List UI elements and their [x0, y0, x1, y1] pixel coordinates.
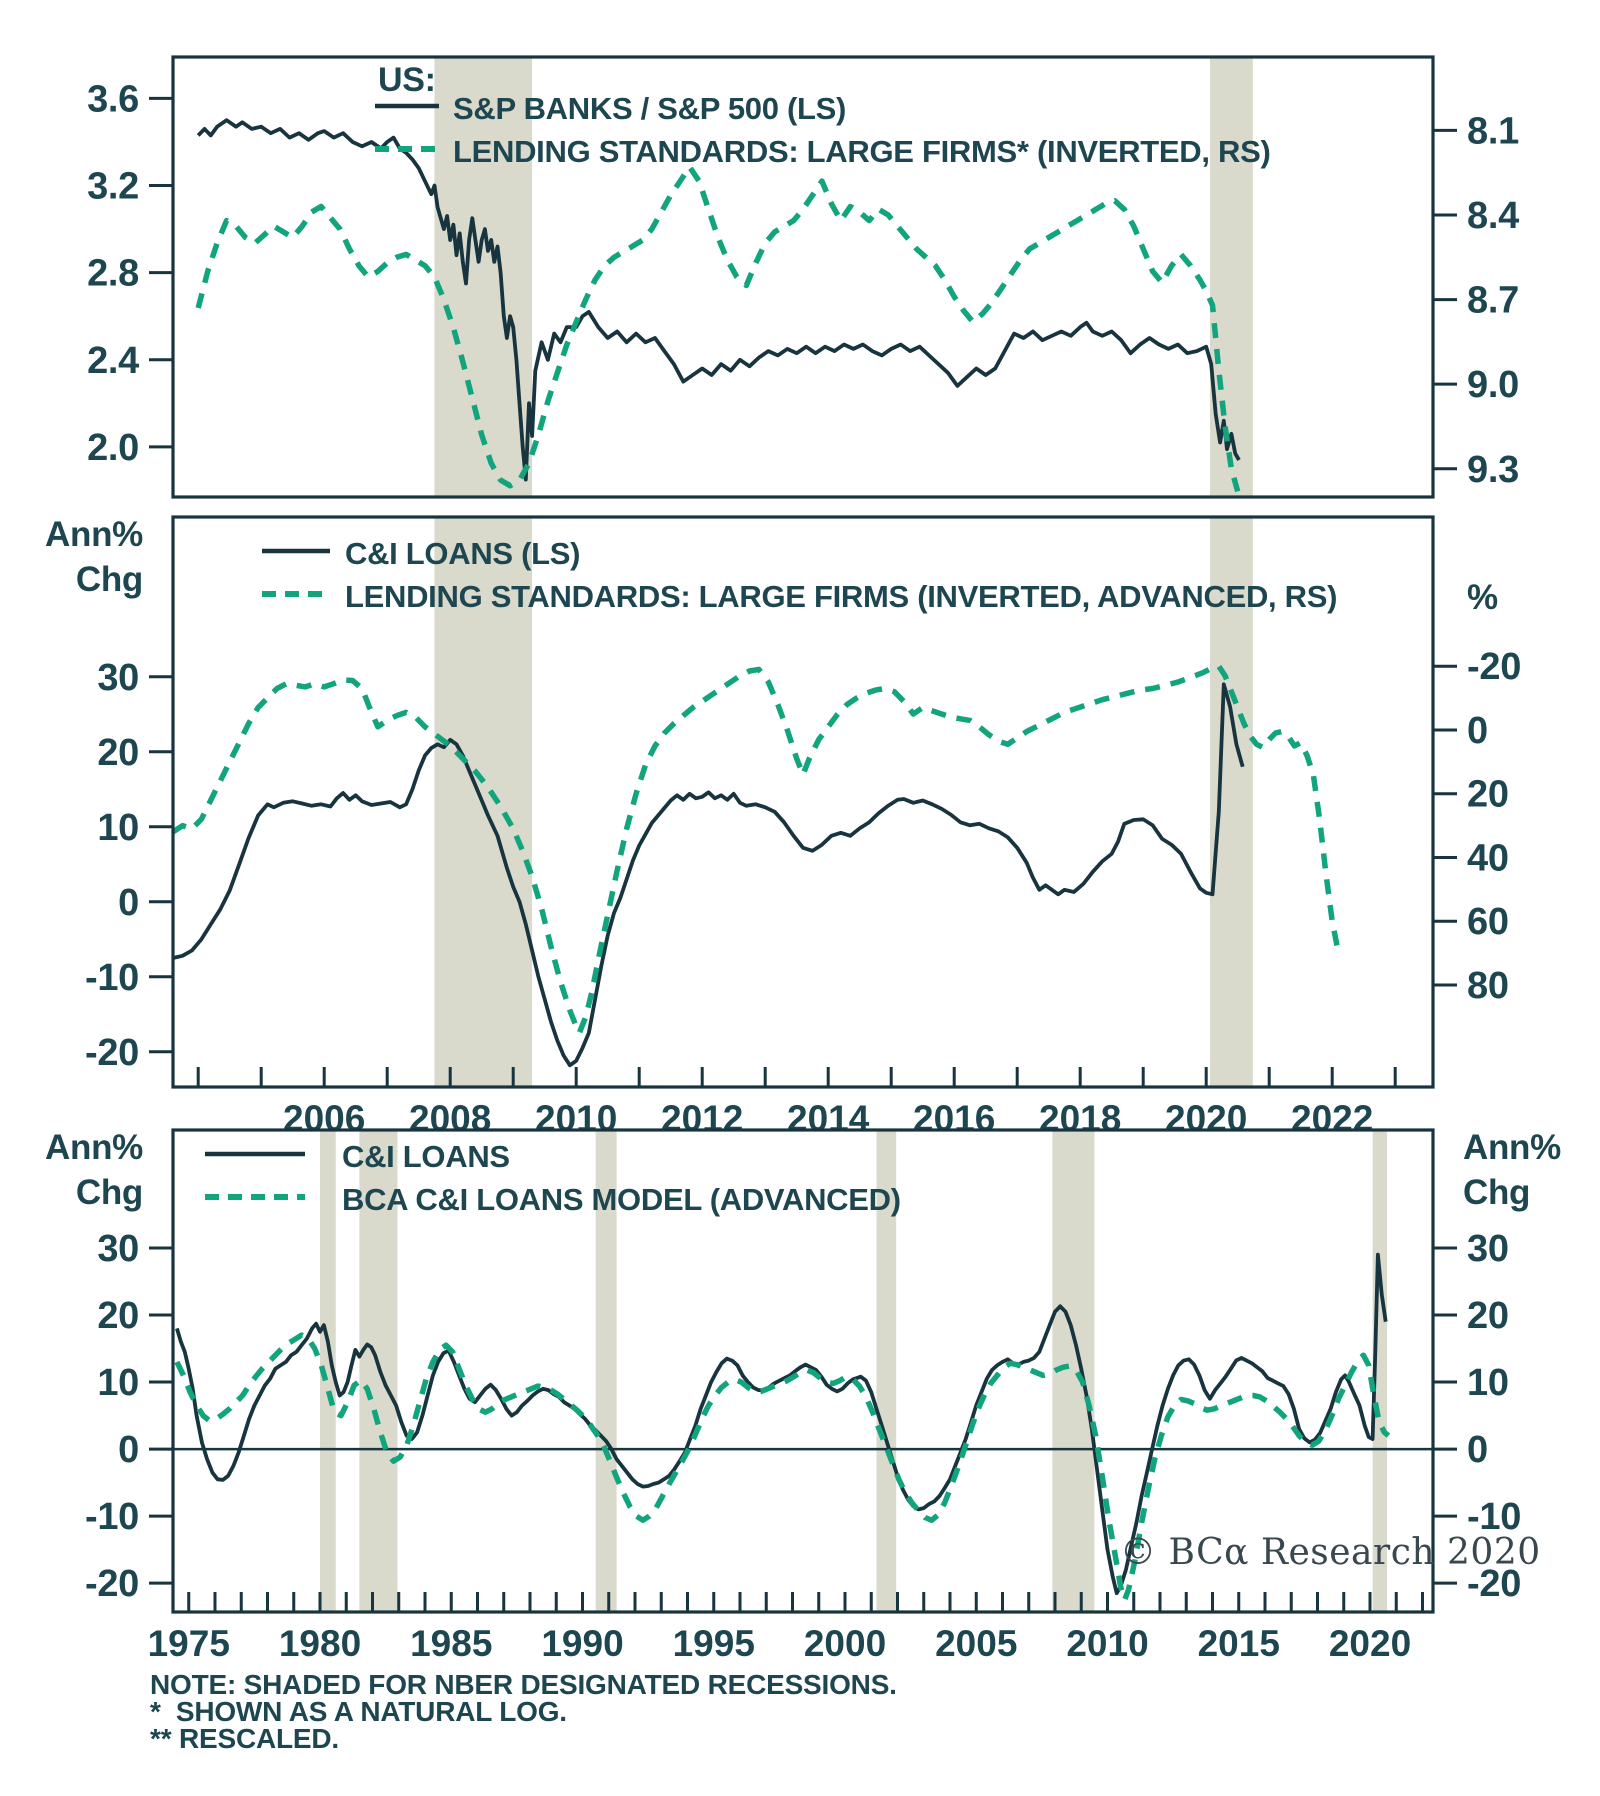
left-axis-tick-label: 2.4	[87, 340, 139, 382]
x-axis-year-label: 2016	[913, 1098, 995, 1139]
series-sp-banks-sp500-ratio	[196, 118, 1241, 482]
recession-band	[434, 57, 533, 497]
footnote-note: NOTE: SHADED FOR NBER DESIGNATED RECESSI…	[150, 1669, 897, 1700]
legend-label: C&I LOANS (LS)	[345, 536, 580, 571]
series-ci-loans	[175, 1252, 1388, 1596]
right-axis-tick-label: 40	[1467, 837, 1509, 879]
x-axis-year-label: 2020	[1329, 1623, 1411, 1664]
left-axis-tick-label: 10	[97, 807, 139, 849]
x-axis-year-label: 2005	[935, 1623, 1017, 1664]
x-axis-year-label: 2015	[1198, 1623, 1280, 1664]
series-bca-ci-loans-model	[174, 1332, 1391, 1603]
legend-label: S&P BANKS / S&P 500 (LS)	[453, 91, 846, 126]
bca-watermark: © BCα Research 2020	[1120, 1532, 1541, 1573]
left-axis-tick-label: 30	[97, 657, 139, 699]
right-axis-tick-label: 10	[1467, 1362, 1509, 1404]
legend-label: C&I LOANS	[342, 1139, 510, 1174]
legend-middle: C&I LOANS (LS) LENDING STANDARDS: LARGE F…	[262, 536, 1337, 614]
x-axis-year-label: 1995	[673, 1623, 755, 1664]
left-axis-tick-label: -10	[85, 1496, 139, 1538]
legend-title: US:	[378, 61, 436, 99]
recession-band	[876, 1130, 897, 1612]
left-axis-tick-label: 2.8	[87, 253, 139, 295]
panel-border	[171, 55, 1435, 499]
right-axis-tick-label: 60	[1467, 901, 1509, 943]
right-axis-unit-label: %	[1467, 578, 1498, 617]
panel-border	[171, 1128, 1435, 1614]
panel-bottom: 3020100-10-20Ann%Chg3020100-10-20Ann%Chg…	[45, 1128, 1561, 1664]
right-axis-tick-label: 0	[1467, 710, 1488, 752]
series-lending-standards-large-firms	[195, 164, 1241, 493]
left-axis-unit-label: Chg	[76, 1173, 143, 1212]
right-axis-tick-label: 30	[1467, 1228, 1509, 1270]
right-axis-tick-label: -20	[1467, 646, 1521, 688]
left-axis-tick-label: 20	[97, 1295, 139, 1337]
recession-band	[595, 1130, 617, 1612]
footnote-natural-log: * SHOWN AS A NATURAL LOG.	[150, 1696, 567, 1727]
right-axis-tick-label: 20	[1467, 774, 1509, 816]
x-axis-year-label: 1980	[279, 1623, 361, 1664]
footnote-rescaled: ** RESCALED.	[150, 1723, 339, 1754]
footnotes: NOTE: SHADED FOR NBER DESIGNATED RECESSI…	[150, 1669, 897, 1754]
x-axis-year-label: 1975	[148, 1623, 230, 1664]
legend-label: LENDING STANDARDS: LARGE FIRMS* (INVERTE…	[453, 134, 1270, 169]
left-axis-tick-label: 30	[97, 1228, 139, 1270]
left-axis-tick-label: 0	[118, 1429, 139, 1471]
left-axis-tick-label: -10	[85, 957, 139, 999]
recession-band	[1372, 1130, 1388, 1612]
left-axis-tick-label: 10	[97, 1362, 139, 1404]
left-axis-tick-label: 20	[97, 732, 139, 774]
recession-band	[1209, 517, 1253, 1087]
x-axis-year-label: 2014	[787, 1098, 870, 1139]
panel-top: 3.6 3.2 2.8 2.4 2.0 8.1 8.4 8.7 9.0 9.3 US: S&P BAN…	[87, 55, 1519, 499]
left-axis-unit-label: Chg	[76, 560, 143, 599]
right-axis-tick-label: 8.1	[1467, 110, 1519, 152]
right-axis-tick-label: 8.7	[1467, 280, 1519, 322]
left-axis-tick-label: -20	[85, 1032, 139, 1074]
right-axis-tick-label: 9.0	[1467, 364, 1519, 406]
x-axis-year-label: 1990	[541, 1623, 623, 1664]
left-axis-tick-label: -20	[85, 1563, 139, 1605]
left-axis-unit-label: Ann%	[45, 1128, 143, 1167]
right-axis-tick-label: -20	[1467, 1563, 1521, 1605]
right-axis-unit-label: Chg	[1463, 1173, 1530, 1212]
legend-label: LENDING STANDARDS: LARGE FIRMS (INVERTED…	[345, 579, 1337, 614]
x-axis-year-label: 2022	[1291, 1098, 1373, 1139]
left-axis-tick-label: 0	[118, 882, 139, 924]
recession-band	[320, 1130, 336, 1612]
legend-bottom: C&I LOANS BCA C&I LOANS MODEL (ADVANCED)	[205, 1139, 901, 1217]
right-axis-tick-label: -10	[1467, 1496, 1521, 1538]
right-axis-tick-label: 9.3	[1467, 449, 1519, 491]
series-lending-standards-large-firms-advanced	[173, 663, 1342, 1036]
right-axis-tick-label: 20	[1467, 1295, 1509, 1337]
right-axis-unit-label: Ann%	[1463, 1128, 1561, 1167]
right-axis-tick-label: 80	[1467, 965, 1509, 1007]
left-axis-tick-label: 3.2	[87, 166, 139, 208]
x-axis-year-label: 2020	[1165, 1098, 1247, 1139]
left-axis-tick-label: 2.0	[87, 427, 139, 469]
x-axis-year-label: 2010	[1066, 1623, 1148, 1664]
x-axis-year-label: 2012	[661, 1098, 743, 1139]
legend-top: US: S&P BANKS / S&P 500 (LS) LENDING STAND…	[375, 61, 1271, 169]
panel-border	[171, 515, 1435, 1089]
series-ci-loans	[173, 682, 1245, 1068]
left-axis-tick-label: 3.6	[87, 78, 139, 120]
x-axis-year-label: 2000	[804, 1623, 886, 1664]
right-axis-tick-label: 8.4	[1467, 195, 1519, 237]
x-axis-year-label: 1985	[410, 1623, 492, 1664]
right-axis-tick-label: 0	[1467, 1429, 1488, 1471]
left-axis-unit-label: Ann%	[45, 515, 143, 554]
x-axis-year-label: 2008	[409, 1098, 491, 1139]
legend-label: BCA C&I LOANS MODEL (ADVANCED)	[342, 1182, 901, 1217]
